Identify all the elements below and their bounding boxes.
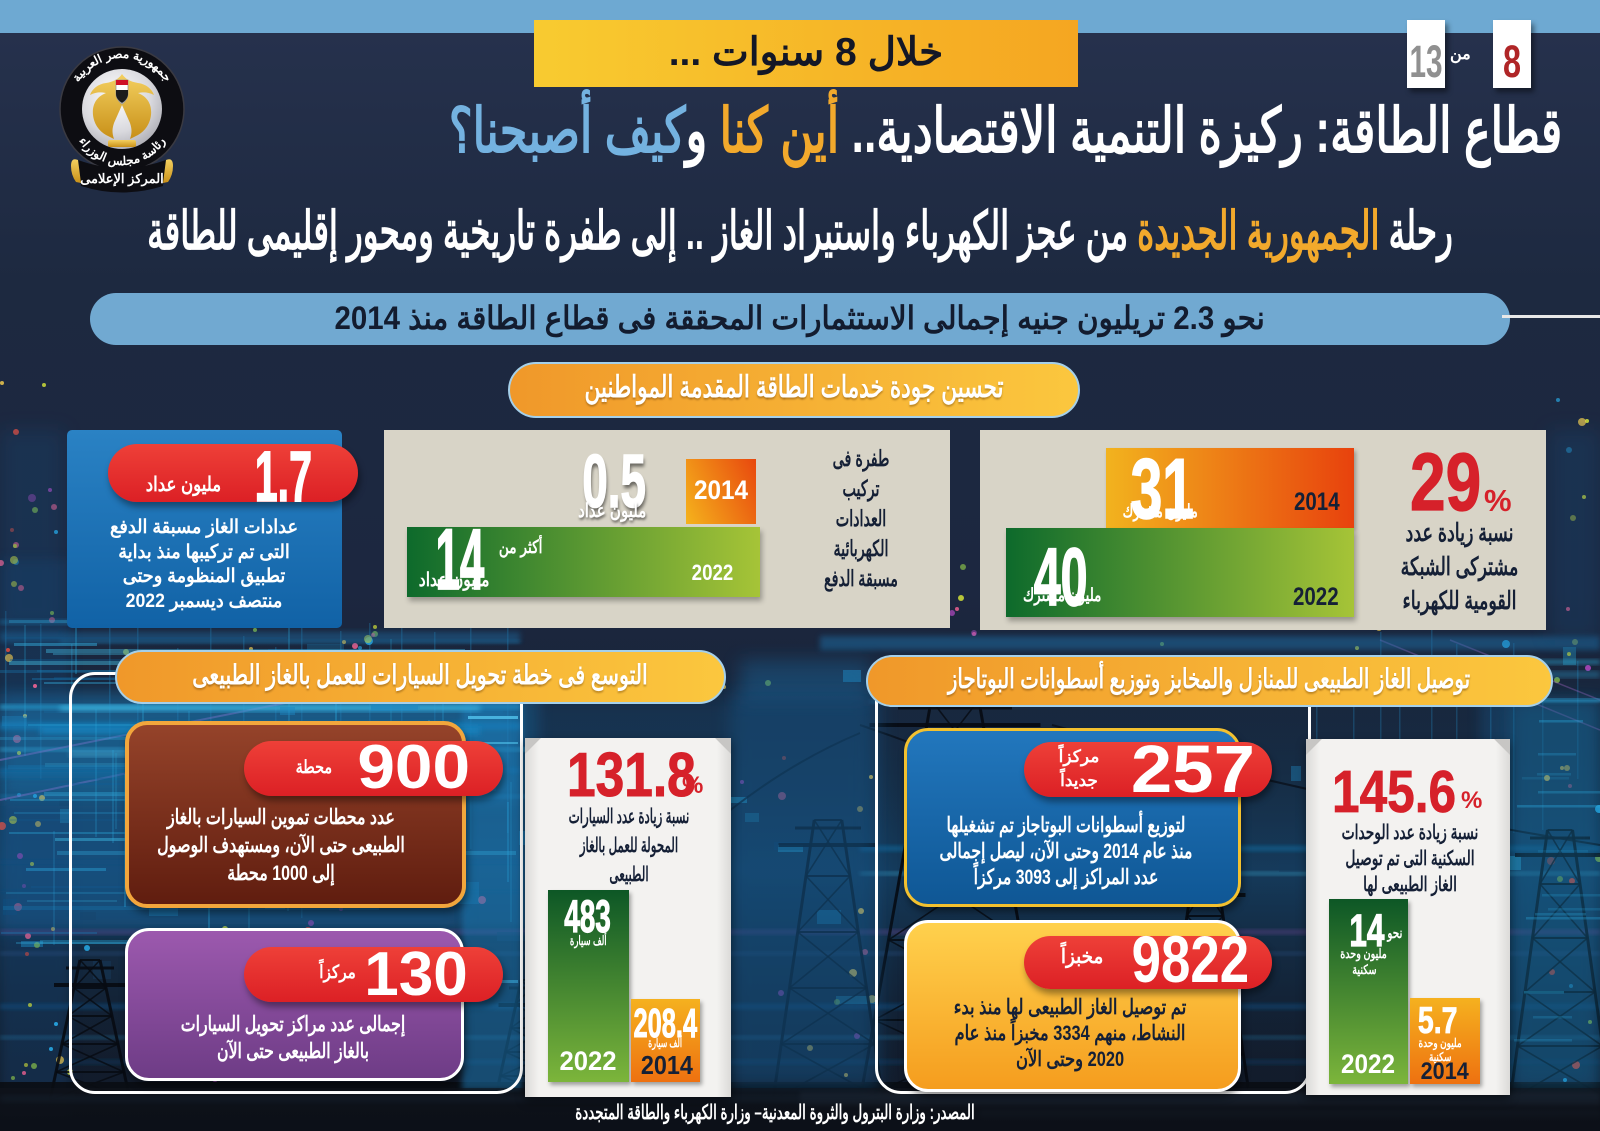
svg-text:المركز الإعلامى: المركز الإعلامى (80, 171, 164, 187)
